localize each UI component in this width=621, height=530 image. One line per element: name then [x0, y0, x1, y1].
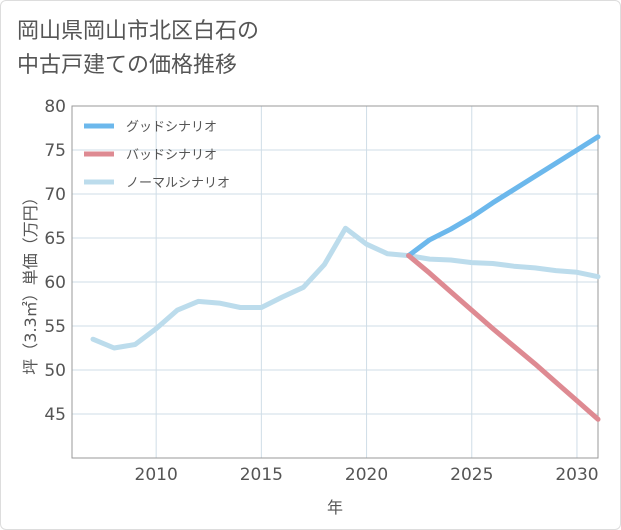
x-axis-label: 年 — [327, 498, 343, 517]
y-tick-label-60: 60 — [44, 273, 66, 293]
x-tick-label-2025: 2025 — [450, 465, 493, 485]
chart-title: 岡山県岡山市北区白石の 中古戸建ての価格推移 — [17, 15, 259, 83]
y-tick-label-55: 55 — [44, 317, 66, 337]
x-tick-label-2015: 2015 — [240, 465, 283, 485]
plot-frame — [71, 105, 599, 459]
chart-title-line-1: 岡山県岡山市北区白石の — [17, 19, 260, 44]
series-line-1 — [406, 253, 601, 422]
y-tick-label-45: 45 — [44, 405, 66, 425]
y-axis-label: 坪（3.3㎡）単価（万円） — [21, 189, 40, 374]
y-tick-label-80: 80 — [44, 97, 66, 117]
x-tick-label-2030: 2030 — [555, 465, 598, 485]
y-tick-label-65: 65 — [44, 229, 66, 249]
y-tick-label-70: 70 — [44, 185, 66, 205]
x-tick-label-2010: 2010 — [135, 465, 178, 485]
legend-label-1: バッドシナリオ — [126, 148, 217, 163]
legend-label-2: ノーマルシナリオ — [126, 176, 230, 191]
chart-title-line-2: 中古戸建ての価格推移 — [17, 53, 238, 78]
series-line-0 — [406, 134, 601, 259]
legend-label-0: グッドシナリオ — [126, 120, 217, 135]
y-tick-label-75: 75 — [44, 141, 66, 161]
series-line-2 — [90, 225, 601, 351]
y-tick-label-50: 50 — [44, 361, 66, 381]
x-tick-label-2020: 2020 — [345, 465, 388, 485]
